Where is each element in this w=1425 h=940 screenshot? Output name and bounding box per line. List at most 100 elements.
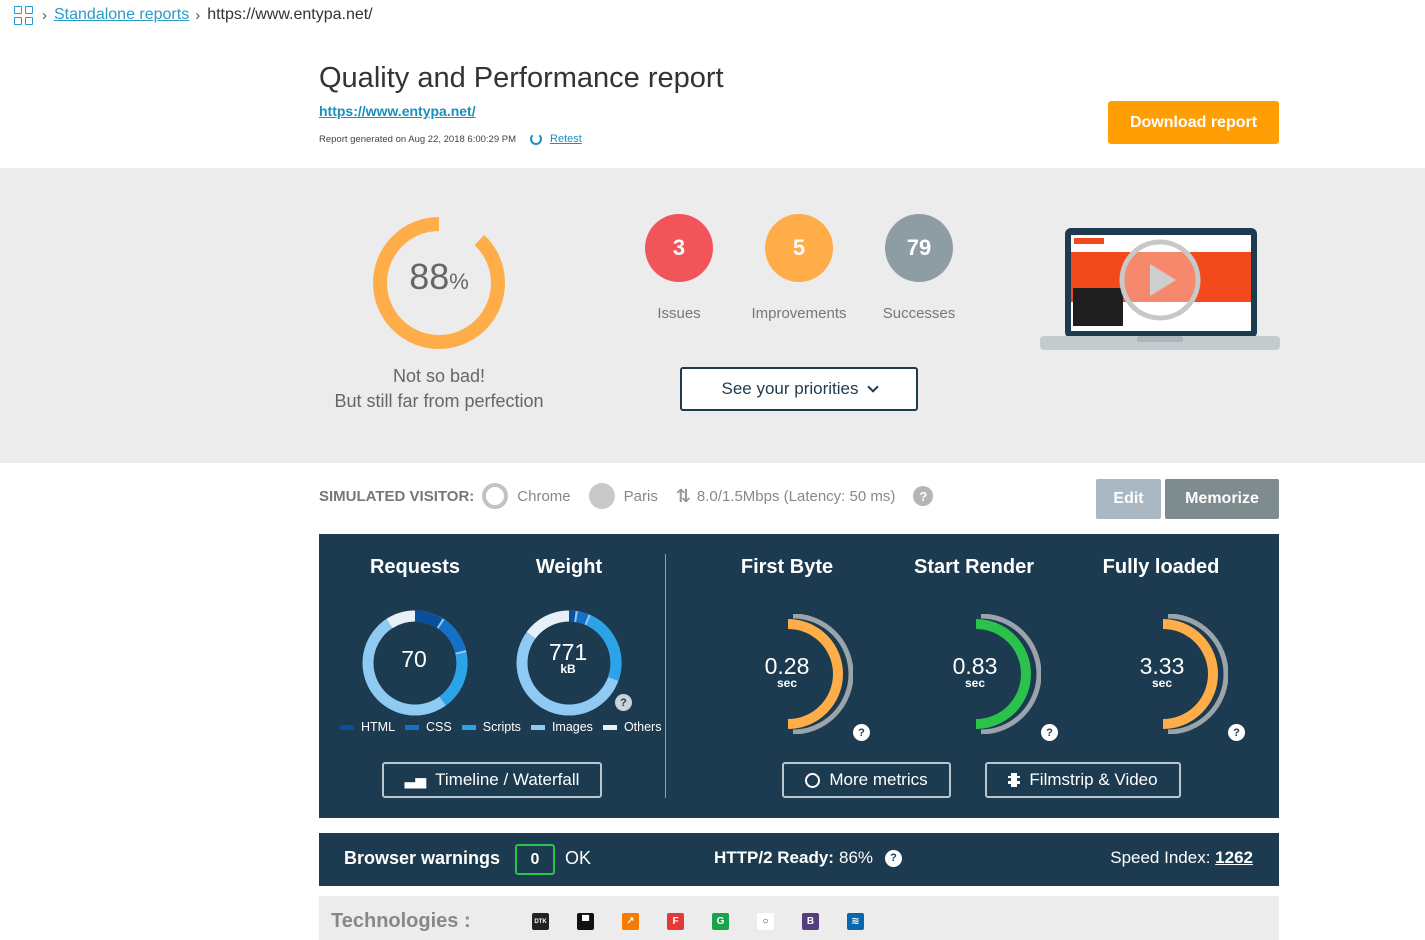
http2-label: HTTP/2 Ready: [714,848,834,867]
http2-help-icon[interactable]: ? [885,849,903,867]
film-icon [1008,773,1021,787]
legend-others: Others [602,720,662,734]
browser-name: Chrome [517,487,571,505]
start-render-gauge[interactable] [921,614,1041,734]
issues-label: Issues [657,305,701,322]
memorize-button[interactable]: Memorize [1165,479,1279,519]
visitor-connection: ⇅ 8.0/1.5Mbps (Latency: 50 ms) [676,486,896,507]
retest-label: Retest [550,133,582,145]
weight-help-icon[interactable]: ? [615,694,632,711]
verdict-line-1: Not so bad! [392,366,486,386]
legend-swatch [602,724,617,730]
legend-swatch [405,724,420,730]
filmstrip-video-label: Filmstrip & Video [1029,770,1158,789]
refresh-icon [530,133,543,145]
retest-link[interactable]: Retest [530,133,582,145]
start-render-value: 0.83 sec [935,653,1015,690]
breadcrumb: › Standalone reports › https://www.entyp… [14,4,373,26]
technologies-section: Technologies : DTK ▀ ↗ F G ○ B ≋ [319,896,1279,940]
reports-grid-icon[interactable] [14,4,36,26]
g-icon: G [712,913,729,930]
browser-warnings-status: OK [565,848,592,868]
first-byte-help-icon[interactable]: ? [853,724,870,741]
successes-counter[interactable]: 79 [885,214,953,282]
circle-icon: ○ [757,913,774,930]
jquery-icon: ≋ [847,913,864,930]
successes-label: Successes [882,305,956,322]
speed-index-value[interactable]: 1262 [1215,848,1253,867]
weight-value: 771 kB [528,639,608,676]
legend-label: Others [623,720,662,734]
page-title: Quality and Performance report [319,62,724,94]
first-byte-title: First Byte [740,556,834,578]
legend-swatch [530,724,545,730]
improvements-label: Improvements [751,305,847,322]
legend-html: HTML [340,720,395,734]
fully-loaded-number: 3.33 [1139,653,1185,679]
dtk-icon: DTK [532,913,549,930]
start-render-title: Start Render [913,556,1035,578]
improvements-counter[interactable]: 5 [765,214,833,282]
start-render-help-icon[interactable]: ? [1041,724,1058,741]
help-icon[interactable]: ? [913,486,934,506]
report-generated-info: Report generated on Aug 22, 2018 6:00:29… [319,133,582,145]
requests-value: 70 [401,646,427,672]
speed-index-label: Speed Index: [1110,848,1211,867]
legend-css: CSS [405,720,452,734]
clock-icon [805,772,821,788]
see-priorities-label: See your priorities [721,379,859,398]
visitor-browser: Chrome [482,483,571,509]
legend-swatch [461,724,476,730]
bootstrap-icon: B [802,913,819,930]
requests-donut[interactable] [360,608,470,718]
weight-donut[interactable] [514,608,624,718]
more-metrics-button[interactable]: More metrics [782,762,951,798]
legend-label: Images [551,720,593,734]
chevron-right-icon: › [42,6,47,24]
waterfall-icon: ▃▅ [404,771,427,788]
weight-number: 771 [548,639,588,665]
score-verdict: Not so bad! But still far from perfectio… [300,364,578,414]
first-byte-gauge[interactable] [733,614,853,734]
technology-icons: DTK ▀ ↗ F G ○ B ≋ [532,913,892,930]
filmstrip-video-button[interactable]: Filmstrip & Video [985,762,1181,798]
fully-loaded-unit: sec [1151,676,1173,690]
http2-value: 86% [838,848,874,867]
page-video-thumbnail[interactable] [1040,228,1280,352]
see-priorities-button[interactable]: See your priorities [680,367,918,411]
first-byte-unit: sec [776,676,798,690]
start-render-number: 0.83 [952,653,998,679]
first-byte-value: 0.28 sec [747,653,827,690]
chevron-right-icon: › [195,6,201,24]
score-value: 88% [371,256,507,298]
speed-index: Speed Index: 1262 [1110,848,1253,868]
fully-loaded-help-icon[interactable]: ? [1228,724,1245,741]
legend-label: Scripts [482,720,521,734]
score-unit: % [449,269,469,294]
legend-images: Images [530,720,593,734]
first-byte-number: 0.28 [764,653,810,679]
visitor-location: Paris [588,483,658,509]
legend-swatch [340,724,354,730]
legend-scripts: Scripts [461,720,521,734]
fully-loaded-title: Fully loaded [1102,556,1220,578]
transfer-arrows-icon: ⇅ [675,485,691,506]
simulated-visitor: SIMULATED VISITOR: Chrome Paris ⇅ 8.0/1.… [319,482,934,510]
flag-icon: ▀ [577,913,594,930]
chrome-icon [482,483,509,509]
weight-unit: kB [560,662,576,676]
http2-ready: HTTP/2 Ready: 86% ? [714,848,903,868]
fully-loaded-gauge[interactable] [1108,614,1228,734]
download-report-button[interactable]: Download report [1108,101,1279,144]
breadcrumb-standalone-reports-link[interactable]: Standalone reports [54,6,190,23]
start-render-unit: sec [964,676,986,690]
report-url-link[interactable]: https://www.entypa.net/ [319,103,476,119]
generated-text: Report generated on Aug 22, 2018 6:00:29… [319,133,517,145]
timeline-waterfall-button[interactable]: ▃▅ Timeline / Waterfall [382,762,602,798]
issues-counter[interactable]: 3 [645,214,713,282]
edit-button[interactable]: Edit [1096,479,1161,519]
weight-title: Weight [535,556,603,578]
chevron-down-icon [866,380,879,393]
browser-warnings-count[interactable]: 0 [515,844,555,875]
fully-loaded-value: 3.33 sec [1122,653,1202,690]
